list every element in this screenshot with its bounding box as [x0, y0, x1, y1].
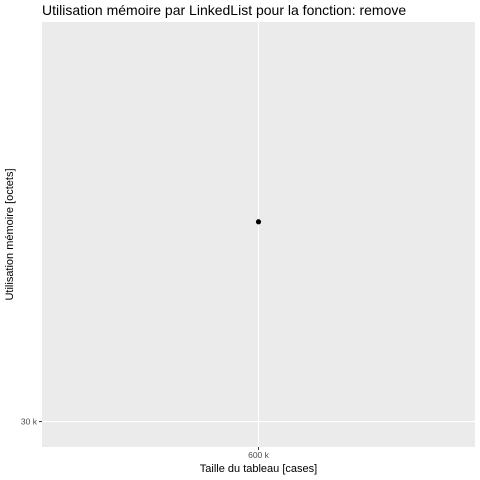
x-axis-label: Taille du tableau [cases]: [200, 463, 317, 475]
y-tick-label-0: 30 k: [21, 417, 38, 427]
data-point-0-0: [255, 219, 262, 225]
grid-lines: [42, 22, 475, 447]
axis-ticks: 600 k 30 k: [21, 417, 270, 460]
x-tick-label-0: 600 k: [248, 450, 270, 460]
y-axis-label: Utilisation mémoire [octets]: [4, 168, 16, 300]
data-points: [255, 219, 262, 225]
chart-title: Utilisation mémoire par LinkedList pour …: [42, 2, 406, 18]
